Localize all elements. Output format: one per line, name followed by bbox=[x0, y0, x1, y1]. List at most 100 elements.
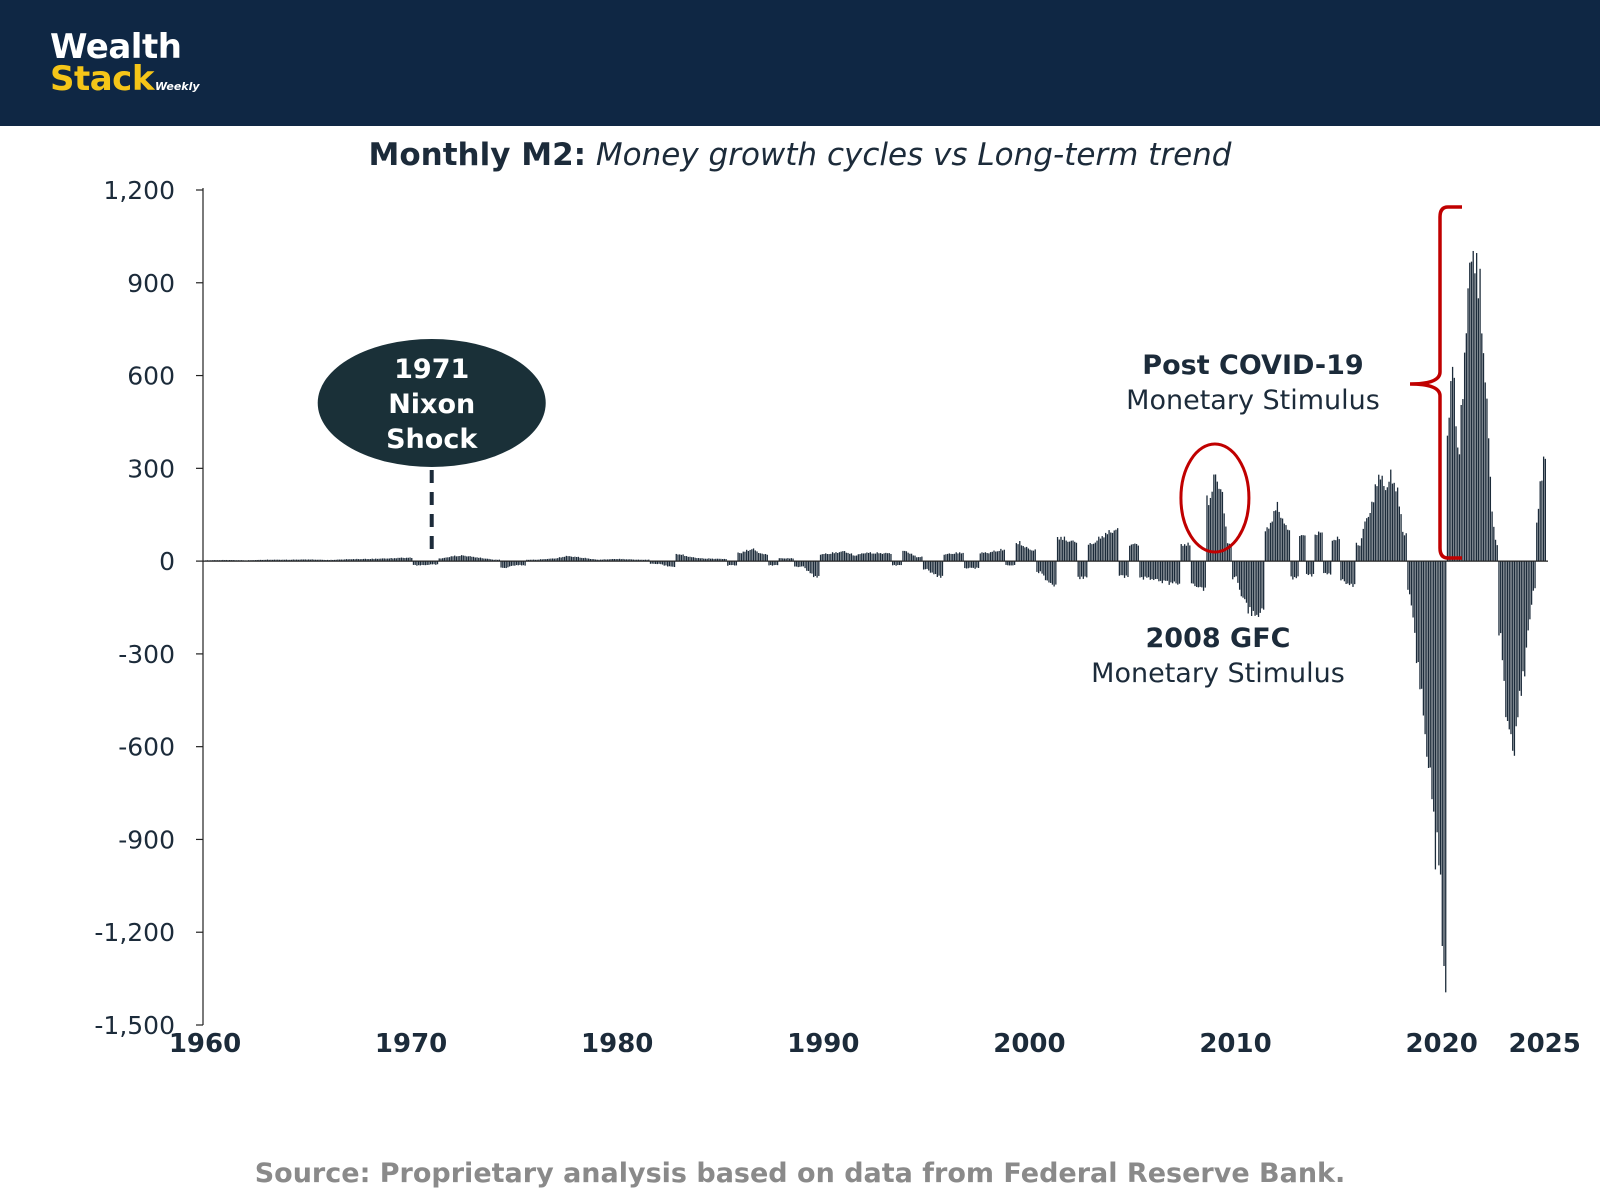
bar bbox=[450, 556, 452, 562]
bar bbox=[680, 554, 683, 562]
bar bbox=[407, 557, 409, 562]
bar bbox=[1302, 535, 1304, 562]
bar bbox=[1154, 561, 1157, 579]
bar bbox=[1259, 561, 1261, 613]
bar bbox=[1393, 482, 1395, 562]
bar bbox=[1111, 532, 1114, 562]
bar bbox=[1062, 539, 1064, 562]
bar bbox=[1431, 561, 1433, 800]
bar bbox=[1173, 561, 1175, 582]
bar bbox=[1001, 550, 1004, 562]
covid-brace bbox=[1409, 205, 1462, 560]
bar bbox=[974, 561, 976, 569]
y-tick-label: 1,200 bbox=[103, 176, 175, 205]
bar bbox=[557, 558, 559, 562]
bar bbox=[1043, 561, 1045, 576]
bar bbox=[459, 556, 461, 562]
bar bbox=[321, 559, 324, 562]
x-tick-label: 1970 bbox=[375, 1029, 447, 1059]
bar bbox=[788, 558, 791, 562]
bar bbox=[867, 552, 870, 562]
bar bbox=[1022, 546, 1024, 562]
bar bbox=[1335, 540, 1337, 562]
bar bbox=[811, 561, 813, 574]
bar bbox=[1113, 530, 1115, 562]
bar bbox=[1184, 544, 1186, 562]
bar bbox=[1427, 561, 1430, 768]
bar bbox=[1244, 561, 1246, 600]
bar bbox=[270, 559, 272, 562]
bar bbox=[888, 553, 890, 562]
bar bbox=[1010, 561, 1012, 566]
bar bbox=[1269, 522, 1272, 562]
bar bbox=[691, 557, 693, 562]
bar bbox=[1123, 561, 1126, 578]
bar bbox=[579, 557, 581, 562]
bar bbox=[438, 558, 440, 562]
bar bbox=[1297, 561, 1299, 577]
bar bbox=[1326, 561, 1328, 575]
bar bbox=[960, 553, 963, 562]
bar bbox=[742, 551, 744, 562]
bar bbox=[1044, 561, 1047, 581]
bar bbox=[342, 559, 344, 562]
bar bbox=[1237, 561, 1239, 583]
bar bbox=[1448, 417, 1450, 562]
bar bbox=[620, 559, 622, 562]
bar bbox=[905, 551, 908, 562]
bar bbox=[948, 553, 950, 562]
bar bbox=[751, 549, 753, 562]
bar bbox=[388, 558, 391, 562]
bar bbox=[988, 553, 990, 562]
bar bbox=[1323, 561, 1325, 574]
covid-label-sub: Monetary Stimulus bbox=[1126, 385, 1380, 416]
bar bbox=[624, 559, 626, 562]
bar bbox=[885, 552, 887, 562]
bar bbox=[938, 561, 940, 576]
bar bbox=[1149, 561, 1151, 580]
bar bbox=[1367, 516, 1370, 562]
bar bbox=[756, 551, 758, 562]
bar bbox=[615, 559, 617, 562]
bar bbox=[771, 561, 774, 566]
bar bbox=[1345, 561, 1347, 584]
bar bbox=[1352, 561, 1354, 587]
bar bbox=[1226, 543, 1229, 562]
bar bbox=[641, 559, 643, 562]
bar bbox=[787, 558, 789, 562]
bar bbox=[335, 559, 337, 562]
bar bbox=[737, 552, 739, 562]
bar bbox=[1151, 561, 1153, 580]
bar bbox=[1194, 561, 1196, 587]
bar bbox=[706, 558, 708, 562]
bar bbox=[1048, 561, 1050, 583]
bar bbox=[785, 558, 787, 562]
bar bbox=[1522, 561, 1524, 672]
bar bbox=[1000, 548, 1002, 562]
bar bbox=[359, 559, 361, 562]
bar bbox=[943, 554, 945, 562]
bar bbox=[1276, 501, 1279, 562]
bar bbox=[424, 561, 427, 566]
bar bbox=[1463, 352, 1466, 562]
bar bbox=[433, 561, 435, 565]
bar bbox=[534, 559, 537, 562]
bar bbox=[618, 558, 621, 562]
bar bbox=[1271, 521, 1273, 562]
bar bbox=[969, 561, 971, 568]
bar bbox=[1405, 533, 1407, 562]
bar bbox=[1403, 535, 1406, 562]
bar bbox=[763, 554, 765, 562]
bar bbox=[991, 551, 993, 562]
x-tick-label: 2010 bbox=[1199, 1029, 1271, 1059]
bar bbox=[859, 554, 861, 562]
bar bbox=[778, 558, 780, 562]
bar bbox=[1510, 561, 1512, 735]
bar bbox=[1445, 561, 1447, 993]
bar bbox=[1278, 511, 1280, 562]
bar bbox=[697, 558, 700, 562]
bar bbox=[976, 561, 978, 568]
x-tick-label: 2000 bbox=[993, 1029, 1065, 1059]
bar bbox=[625, 559, 628, 562]
bar bbox=[673, 561, 676, 568]
